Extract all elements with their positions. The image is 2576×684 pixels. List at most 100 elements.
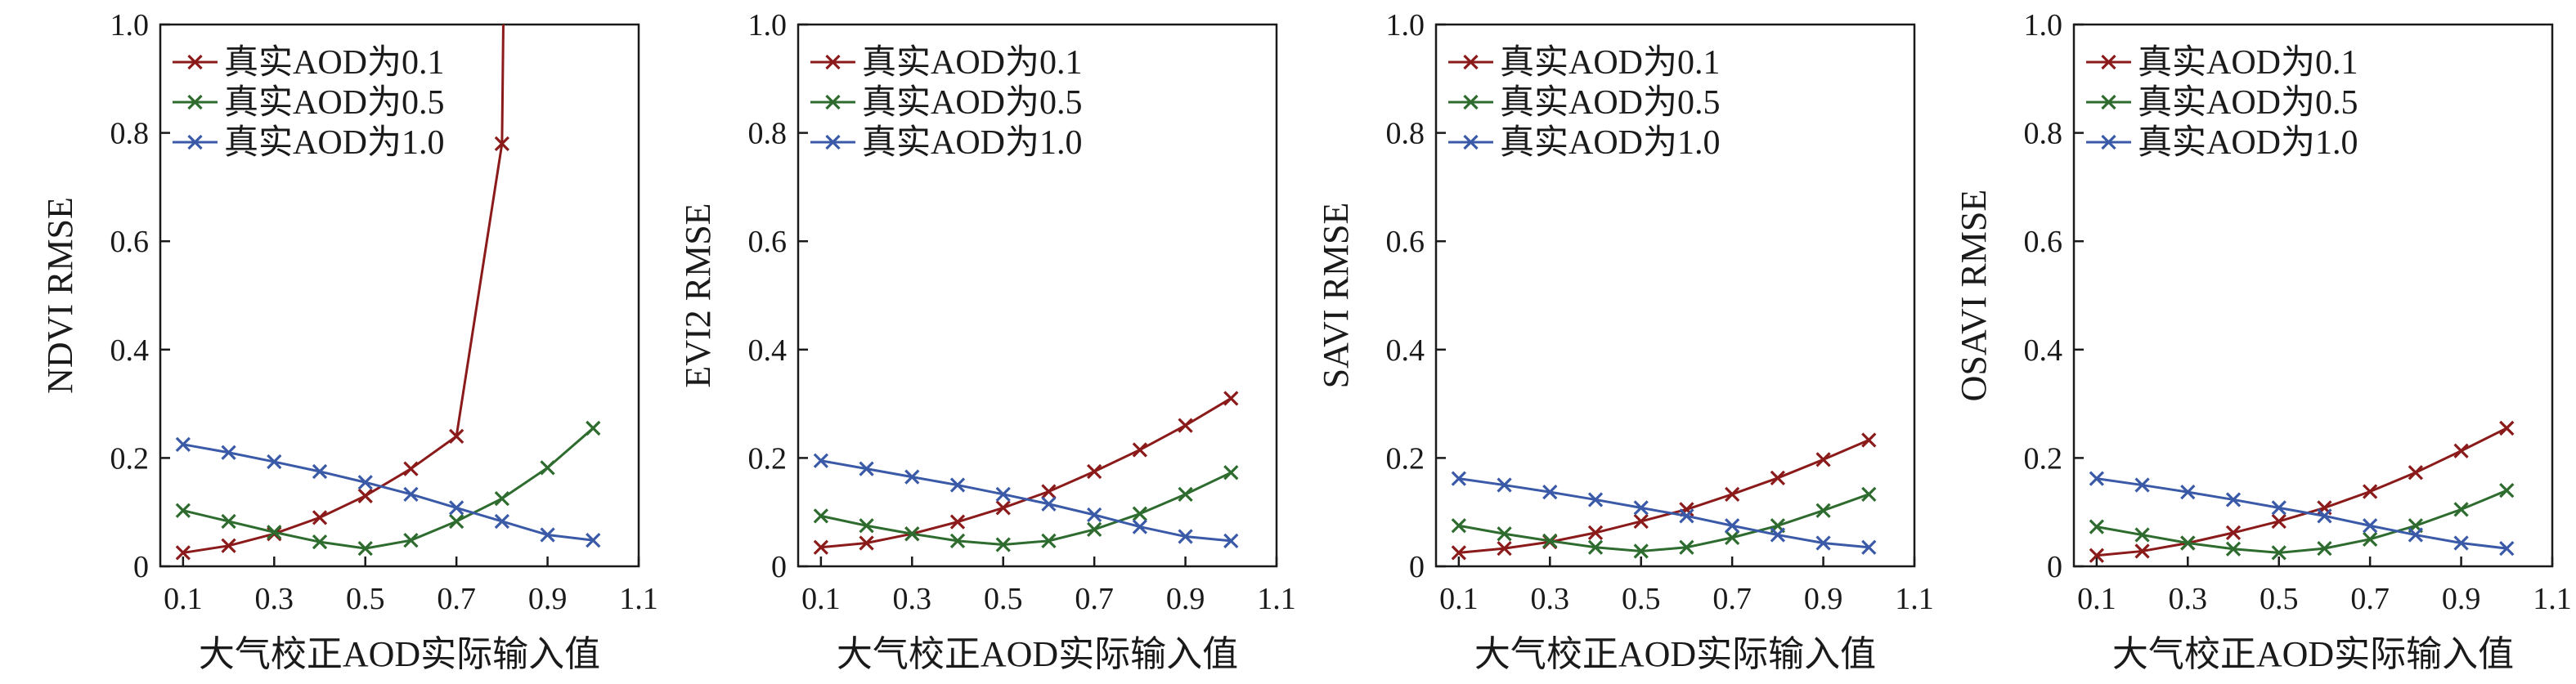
data-point bbox=[449, 500, 464, 516]
plot-frame bbox=[2072, 23, 2554, 568]
data-point bbox=[1725, 530, 1740, 545]
data-point bbox=[1178, 529, 1193, 544]
data-point bbox=[2225, 541, 2242, 557]
legend-label: 真实AOD为1.0 bbox=[224, 123, 445, 162]
legend-marker bbox=[825, 54, 841, 70]
x-tick-label: 0.7 bbox=[1712, 582, 1752, 616]
data-point bbox=[1178, 486, 1193, 502]
legend-label: 真实AOD为0.1 bbox=[2138, 43, 2358, 82]
x-tick-label: 0.9 bbox=[1166, 582, 1205, 616]
y-tick-label: 1.0 bbox=[2024, 8, 2063, 42]
data-point bbox=[1587, 492, 1604, 507]
data-point bbox=[1542, 533, 1558, 548]
y-tick-label: 0 bbox=[133, 550, 149, 584]
y-tick-label: 0.8 bbox=[748, 117, 788, 151]
data-point bbox=[1542, 485, 1558, 500]
data-point bbox=[1497, 526, 1512, 542]
y-tick-label: 0.8 bbox=[1386, 117, 1425, 151]
data-point bbox=[1087, 521, 1102, 538]
x-tick-label: 0.1 bbox=[164, 582, 203, 616]
data-point bbox=[2499, 420, 2515, 436]
data-point bbox=[2134, 527, 2150, 543]
series-group bbox=[1451, 432, 1877, 561]
data-point bbox=[1725, 486, 1740, 502]
data-point bbox=[449, 513, 464, 530]
series-line-2 bbox=[1458, 493, 1869, 552]
x-axis-title: 大气校正AOD实际输入值 bbox=[837, 634, 1238, 674]
data-point bbox=[403, 486, 419, 502]
data-point bbox=[1132, 519, 1147, 534]
chart-panel-2: 0 0.2 0.4 0.6 0.8 1.0 0.1 0.3 0.5 0.7 0.9 1.1 大气校正AO… bbox=[678, 8, 1296, 674]
data-point bbox=[175, 503, 191, 518]
y-tick-label: 0.2 bbox=[1386, 441, 1425, 476]
data-point bbox=[1041, 496, 1057, 512]
legend-label: 真实AOD为0.5 bbox=[2138, 83, 2358, 122]
legend-marker bbox=[1463, 54, 1479, 70]
data-point bbox=[1861, 539, 1877, 555]
x-axis-title: 大气校正AOD实际输入值 bbox=[199, 634, 600, 674]
legend-marker bbox=[825, 134, 841, 150]
data-point bbox=[357, 540, 373, 557]
data-point bbox=[2089, 471, 2104, 486]
data-point bbox=[2453, 502, 2469, 517]
x-tick-label: 1.1 bbox=[2533, 582, 2572, 616]
data-point bbox=[2225, 492, 2242, 507]
data-point bbox=[312, 534, 328, 550]
data-point bbox=[2363, 531, 2378, 547]
y-tick-label: 0.2 bbox=[2024, 441, 2063, 476]
legend-marker bbox=[1463, 134, 1479, 150]
y-axis-title: EVI2 RMSE bbox=[678, 203, 718, 387]
data-point bbox=[1223, 391, 1239, 406]
x-tick-label: 0.7 bbox=[437, 582, 476, 616]
data-point bbox=[1770, 527, 1785, 543]
data-point bbox=[1633, 513, 1649, 530]
legend-label: 真实AOD为0.1 bbox=[224, 43, 445, 82]
data-point bbox=[1861, 432, 1877, 448]
data-point bbox=[2317, 540, 2332, 557]
data-point bbox=[175, 436, 191, 452]
x-tick-label: 0.1 bbox=[801, 582, 841, 616]
data-point bbox=[1633, 543, 1649, 559]
y-tick-label: 1.0 bbox=[748, 8, 788, 42]
data-point bbox=[1497, 477, 1512, 493]
data-point bbox=[1132, 442, 1147, 458]
data-point bbox=[813, 539, 828, 555]
data-point bbox=[2363, 484, 2378, 499]
x-tick-label: 0.5 bbox=[346, 582, 385, 616]
y-tick-label: 0 bbox=[2047, 550, 2062, 584]
legend-label: 真实AOD为1.0 bbox=[862, 123, 1083, 162]
plot-frame bbox=[159, 23, 640, 568]
data-point bbox=[1451, 518, 1466, 534]
legend-label: 真实AOD为0.1 bbox=[862, 43, 1083, 82]
data-point bbox=[995, 537, 1011, 552]
data-point bbox=[1451, 471, 1466, 486]
series-line-2 bbox=[182, 427, 595, 550]
x-tick-label: 0.9 bbox=[528, 582, 568, 616]
data-point bbox=[1451, 545, 1466, 561]
x-tick-label: 1.1 bbox=[1895, 582, 1934, 616]
data-point bbox=[2134, 477, 2150, 493]
x-tick-label: 1.1 bbox=[619, 582, 658, 616]
x-tick-label: 0.7 bbox=[2350, 582, 2390, 616]
data-point bbox=[1815, 503, 1831, 518]
y-tick-label: 1.0 bbox=[1386, 8, 1425, 42]
x-tick-label: 0.1 bbox=[1439, 582, 1479, 616]
data-point bbox=[312, 463, 328, 480]
data-point bbox=[1587, 525, 1604, 541]
data-point bbox=[221, 445, 236, 460]
data-point bbox=[494, 513, 509, 530]
data-point bbox=[1497, 540, 1512, 557]
x-tick-label: 0.3 bbox=[2169, 582, 2208, 616]
data-point bbox=[2271, 500, 2287, 516]
plot-frame bbox=[797, 23, 1278, 568]
x-tick-label: 0.5 bbox=[984, 582, 1023, 616]
series-line-3 bbox=[2096, 477, 2507, 550]
chart-panel-4: 0 0.2 0.4 0.6 0.8 1.0 0.1 0.3 0.5 0.7 0.9 1.1 大气校正AO… bbox=[1954, 8, 2572, 674]
data-point bbox=[2180, 485, 2196, 500]
data-point bbox=[2363, 518, 2378, 534]
y-tick-label: 0.8 bbox=[2024, 117, 2063, 151]
y-tick-label: 0.8 bbox=[110, 117, 150, 151]
